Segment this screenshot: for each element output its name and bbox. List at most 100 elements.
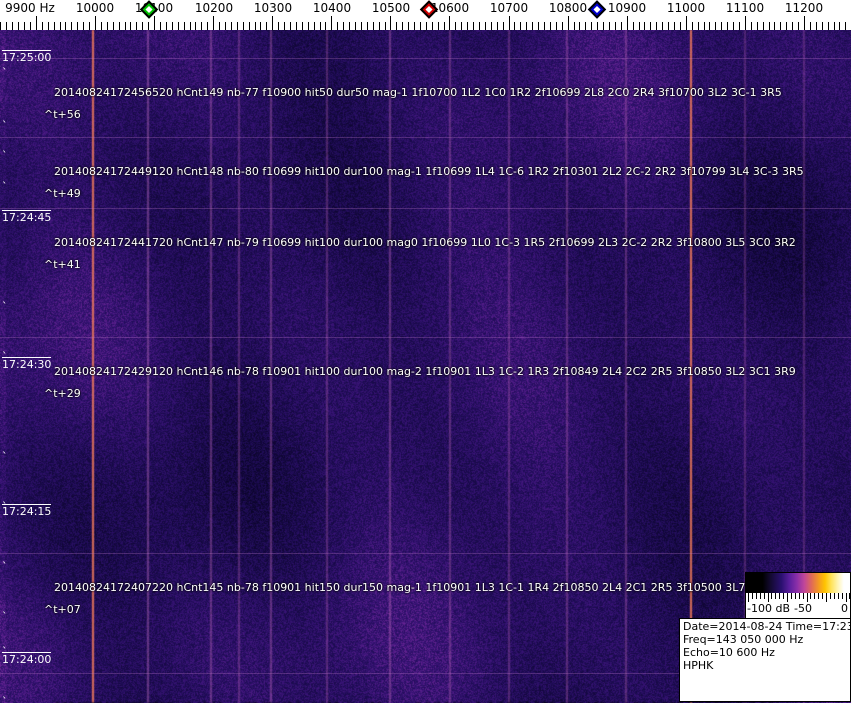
ruler-minor-tick	[467, 22, 468, 30]
ruler-major-tick	[449, 16, 450, 30]
ruler-minor-tick	[172, 22, 173, 30]
ruler-major-tick	[213, 16, 214, 30]
detection-record-1: 20140824172449120 hCnt148 nb-80 f10699 h…	[54, 165, 804, 178]
ruler-minor-tick	[680, 22, 681, 30]
ruler-minor-tick	[142, 22, 143, 30]
ruler-minor-tick	[414, 22, 415, 30]
ruler-minor-tick	[349, 22, 350, 30]
color-scale-tick	[799, 593, 800, 599]
ruler-minor-tick	[296, 22, 297, 30]
ruler-minor-tick	[373, 22, 374, 30]
ruler-label-12: 11100	[725, 1, 765, 15]
ruler-minor-tick	[0, 22, 1, 30]
ruler-minor-tick	[60, 22, 61, 30]
ruler-minor-tick	[367, 22, 368, 30]
waterfall-spectrogram[interactable]: 20140824172456520 hCnt149 nb-77 f10900 h…	[0, 30, 851, 703]
station-info-box: Date=2014-08-24 Time=17:23 UTC Freq=143 …	[679, 618, 851, 702]
color-scale-tick	[756, 593, 757, 599]
ruler-minor-tick	[42, 22, 43, 30]
ruler-minor-tick	[302, 22, 303, 30]
color-scale-tick	[814, 593, 815, 599]
ruler-minor-tick	[520, 22, 521, 30]
ruler-minor-tick	[125, 22, 126, 30]
blue-diamond-marker[interactable]	[587, 0, 607, 19]
ruler-minor-tick	[113, 22, 114, 30]
detection-marker-4: ^t+07	[44, 603, 81, 616]
ruler-minor-tick	[698, 22, 699, 30]
ruler-minor-tick	[107, 22, 108, 30]
ruler-minor-tick	[166, 22, 167, 30]
ruler-minor-tick	[780, 22, 781, 30]
time-tick-5: `	[2, 350, 8, 363]
ruler-minor-tick	[485, 22, 486, 30]
carrier-line-0	[92, 30, 94, 703]
ruler-minor-tick	[119, 22, 120, 30]
ruler-major-tick	[804, 16, 805, 30]
info-frequency: Freq=143 050 000 Hz	[683, 633, 804, 646]
color-scale-tick	[826, 593, 827, 602]
ruler-minor-tick	[237, 22, 238, 30]
ruler-minor-tick	[190, 22, 191, 30]
ruler-minor-tick	[739, 22, 740, 30]
time-label-4: 17:24:00	[2, 652, 52, 666]
frequency-ruler[interactable]: 9900 Hz100001010010200103001040010500106…	[0, 0, 851, 30]
ruler-minor-tick	[479, 22, 480, 30]
ruler-minor-tick	[544, 22, 545, 30]
color-scale-max-label: 0	[841, 602, 848, 615]
ruler-minor-tick	[845, 22, 846, 30]
detection-record-5: 20140824172354720 hCnt144 nb-78 f10434 h…	[54, 701, 775, 703]
ruler-minor-tick	[379, 22, 380, 30]
detection-record-4: 20140824172407220 hCnt145 nb-78 f10901 h…	[54, 581, 796, 594]
ruler-minor-tick	[408, 22, 409, 30]
color-scale-tick	[834, 593, 835, 599]
ruler-minor-tick	[148, 22, 149, 30]
color-scale-tick	[846, 593, 847, 602]
ruler-minor-tick	[816, 22, 817, 30]
ruler-major-tick	[331, 16, 332, 30]
color-scale-tick	[775, 593, 776, 599]
ruler-minor-tick	[538, 22, 539, 30]
ruler-minor-tick	[609, 22, 610, 30]
ruler-minor-tick	[579, 22, 580, 30]
ruler-minor-tick	[668, 22, 669, 30]
color-scale-tick	[822, 593, 823, 599]
ruler-major-tick	[36, 16, 37, 30]
time-tick-9: `	[2, 610, 8, 623]
color-scale-tick	[791, 593, 792, 599]
ruler-minor-tick	[763, 22, 764, 30]
ruler-minor-tick	[591, 22, 592, 30]
ruler-label-3: 10200	[194, 1, 234, 15]
color-scale-min-label: -100 dB	[747, 602, 790, 615]
color-scale-tick	[783, 593, 784, 599]
ruler-minor-tick	[733, 22, 734, 30]
carrier-line-9	[566, 30, 568, 703]
time-label-2: 17:24:30	[2, 357, 52, 371]
info-station-code: HPHK	[683, 659, 714, 672]
ruler-minor-tick	[662, 22, 663, 30]
time-tick-1: `	[2, 119, 8, 132]
spectrogram-noise-canvas	[0, 30, 851, 703]
ruler-minor-tick	[24, 22, 25, 30]
color-scale-tick	[748, 593, 749, 602]
ruler-minor-tick	[6, 22, 7, 30]
ruler-minor-tick	[77, 22, 78, 30]
ruler-minor-tick	[343, 22, 344, 30]
time-tick-10: `	[2, 645, 8, 658]
ruler-label-6: 10500	[371, 1, 411, 15]
carrier-line-1	[147, 30, 149, 703]
time-label-3: 17:24:15	[2, 504, 52, 518]
color-scale-tick	[849, 593, 850, 599]
ruler-minor-tick	[290, 22, 291, 30]
ruler-minor-tick	[633, 22, 634, 30]
color-scale-tick	[779, 593, 780, 599]
color-scale-tick	[787, 593, 788, 602]
ruler-label-7: 10600	[430, 1, 470, 15]
detection-marker-0: ^t+56	[44, 108, 81, 121]
carrier-line-4	[270, 30, 272, 703]
ruler-minor-tick	[65, 22, 66, 30]
ruler-label-13: 11200	[784, 1, 824, 15]
ruler-minor-tick	[574, 22, 575, 30]
ruler-minor-tick	[231, 22, 232, 30]
detection-hline-3	[0, 337, 851, 338]
